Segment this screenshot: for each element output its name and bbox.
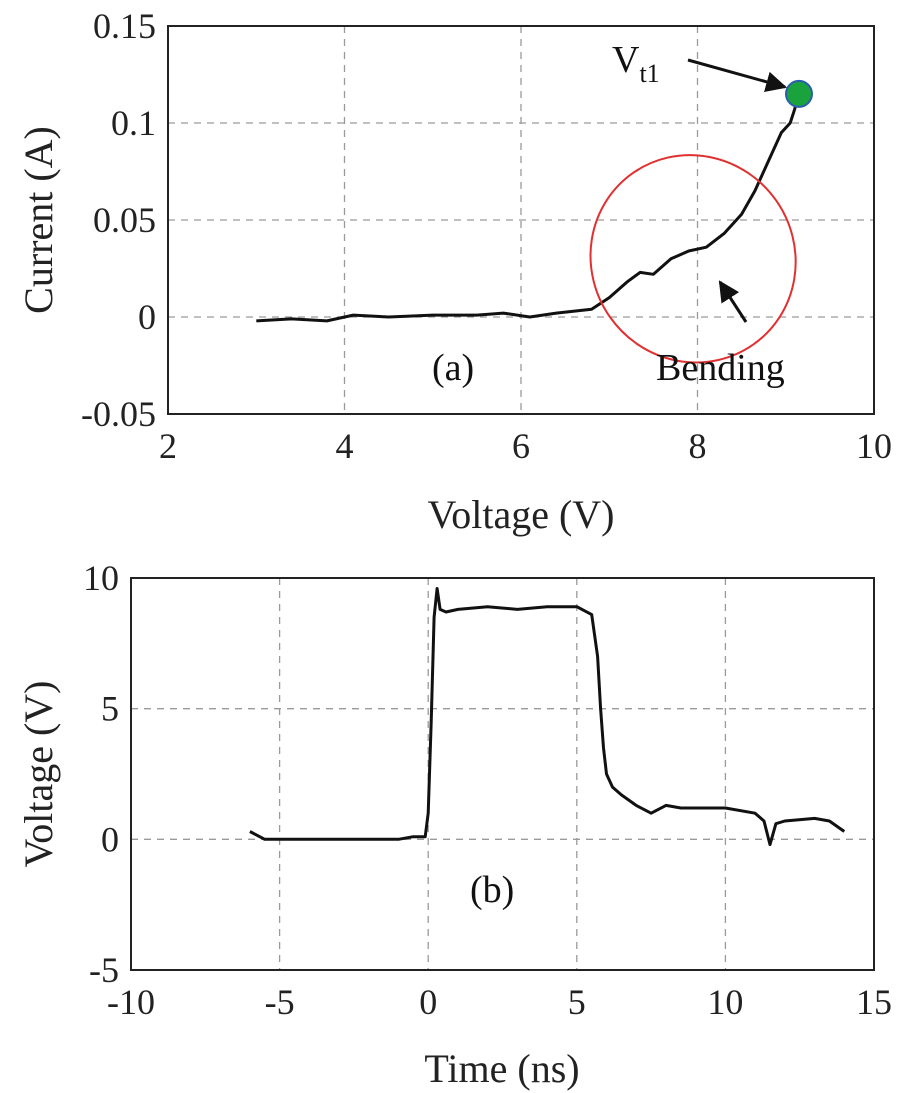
chart-a: 2 4 6 8 10 -0.05 0 0.05 0.1 0.15 Voltage (V) Cur…	[16, 6, 892, 537]
chart-b-x-tick-label: 15	[856, 982, 892, 1022]
chart-a-x-tick-label: 2	[159, 426, 177, 466]
chart-a-ylabel: Current (A)	[16, 126, 61, 314]
vt1-annotation-subscript: t1	[639, 59, 659, 88]
chart-b-x-tick-label: 5	[568, 982, 586, 1022]
chart-b-x-tick-label: 0	[419, 982, 437, 1022]
chart-a-x-tick-label: 8	[689, 426, 707, 466]
chart-b-panel-label: (b)	[470, 869, 514, 911]
chart-a-y-tick-label: -0.05	[81, 394, 156, 434]
chart-b-ylabel: Voltage (V)	[16, 681, 61, 868]
bending-ellipse	[589, 154, 797, 364]
chart-a-y-tick-label: 0.1	[111, 103, 156, 143]
chart-a-x-tick-label: 4	[336, 426, 354, 466]
chart-b-y-tick-label: 5	[101, 689, 119, 729]
chart-b-y-tick-label: -5	[89, 950, 119, 990]
chart-b-y-tick-label: 0	[101, 819, 119, 859]
chart-a-frame	[167, 25, 875, 415]
chart-b-x-tick-label: -10	[107, 982, 155, 1022]
vt1-marker	[784, 79, 813, 108]
chart-b-frame	[130, 577, 875, 971]
chart-b-y-ticks: -5 0 5 10	[83, 558, 119, 990]
chart-a-y-tick-label: 0.15	[93, 6, 156, 46]
chart-a-y-ticks: -0.05 0 0.05 0.1 0.15	[81, 6, 156, 434]
chart-b-x-ticks: -10 -5 0 5 10 15	[107, 982, 892, 1022]
chart-a-panel-label: (a)	[432, 347, 474, 389]
chart-a-series-line	[256, 93, 801, 323]
chart-a-x-tick-label: 10	[856, 426, 892, 466]
bending-annotation: Bending	[656, 347, 785, 389]
chart-a-x-ticks: 2 4 6 8 10	[159, 426, 892, 466]
vt1-arrow	[687, 58, 788, 93]
chart-b-y-tick-label: 10	[83, 558, 119, 598]
chart-b-xlabel: Time (ns)	[424, 1046, 579, 1091]
chart-a-xlabel: Voltage (V)	[428, 492, 615, 537]
chart-a-y-tick-label: 0	[138, 297, 156, 337]
chart-b-series-line	[249, 587, 846, 847]
bending-arrow	[718, 280, 748, 323]
chart-a-y-tick-label: 0.05	[93, 200, 156, 240]
vt1-annotation: Vt1	[612, 39, 660, 88]
chart-b-x-tick-label: 10	[707, 982, 743, 1022]
chart-b-grid	[131, 578, 874, 970]
vt1-annotation-text: V	[612, 39, 640, 81]
chart-b-x-tick-label: -5	[265, 982, 295, 1022]
chart-a-x-tick-label: 6	[512, 426, 530, 466]
